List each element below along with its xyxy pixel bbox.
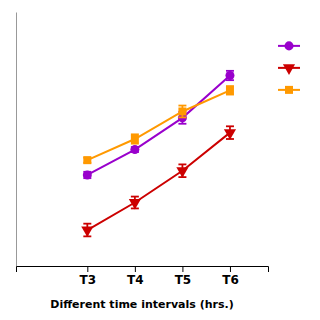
series bbox=[83, 71, 235, 180]
legend-item bbox=[278, 64, 300, 75]
legend-item bbox=[278, 86, 300, 94]
x-tick-mark bbox=[182, 266, 183, 272]
series bbox=[83, 86, 234, 164]
series-line bbox=[87, 133, 230, 230]
point bbox=[226, 86, 234, 94]
point bbox=[130, 145, 139, 154]
x-tick-label: T5 bbox=[175, 273, 192, 287]
x-tick-label: T6 bbox=[222, 273, 239, 287]
x-tick-label: T4 bbox=[127, 273, 144, 287]
point bbox=[83, 156, 91, 164]
error-bar bbox=[178, 106, 186, 118]
series-line bbox=[87, 76, 230, 175]
x-tick-label: T3 bbox=[80, 273, 97, 287]
legend-marker bbox=[284, 41, 293, 50]
y-axis-line bbox=[16, 13, 17, 267]
series-line bbox=[87, 90, 230, 160]
x-tick: T5 bbox=[175, 266, 192, 287]
x-tick: T6 bbox=[222, 266, 239, 287]
series bbox=[81, 126, 236, 237]
x-tick: T4 bbox=[127, 266, 144, 287]
x-tick: T3 bbox=[80, 266, 97, 287]
point bbox=[225, 71, 234, 80]
error-bar-cap bbox=[131, 133, 139, 135]
error-bar-cap bbox=[178, 123, 186, 125]
point bbox=[129, 199, 141, 210]
error-bar bbox=[226, 86, 234, 94]
legend-marker bbox=[285, 86, 293, 94]
x-axis: T3 T4 T5 T6 bbox=[17, 266, 269, 287]
x-tick-mark bbox=[135, 266, 136, 272]
point bbox=[83, 170, 92, 179]
legend-marker bbox=[283, 64, 295, 75]
chart: T3 T4 T5 T6 Different time intervals (hrs.) bbox=[0, 0, 320, 320]
point bbox=[131, 135, 139, 143]
error-bar-cap bbox=[131, 143, 139, 145]
error-bar-cap bbox=[178, 163, 186, 165]
legend-item bbox=[278, 41, 300, 50]
marks bbox=[81, 71, 236, 237]
point bbox=[178, 107, 186, 115]
point bbox=[81, 227, 93, 238]
x-axis-line bbox=[17, 267, 269, 273]
error-bar-cap bbox=[226, 125, 234, 127]
x-axis-title: Different time intervals (hrs.) bbox=[50, 298, 233, 311]
error-bar-cap bbox=[83, 223, 91, 225]
error-bar bbox=[131, 134, 139, 143]
plot: T3 T4 T5 T6 bbox=[17, 13, 269, 287]
point bbox=[224, 129, 236, 140]
x-tick-mark bbox=[230, 266, 231, 272]
point bbox=[176, 167, 188, 178]
x-tick-mark bbox=[87, 266, 88, 272]
y-axis bbox=[16, 13, 17, 267]
error-bar bbox=[226, 71, 234, 80]
error-bar-cap bbox=[178, 105, 186, 107]
legend bbox=[278, 41, 300, 94]
error-bar-cap bbox=[178, 117, 186, 119]
error-bar-cap bbox=[131, 196, 139, 198]
